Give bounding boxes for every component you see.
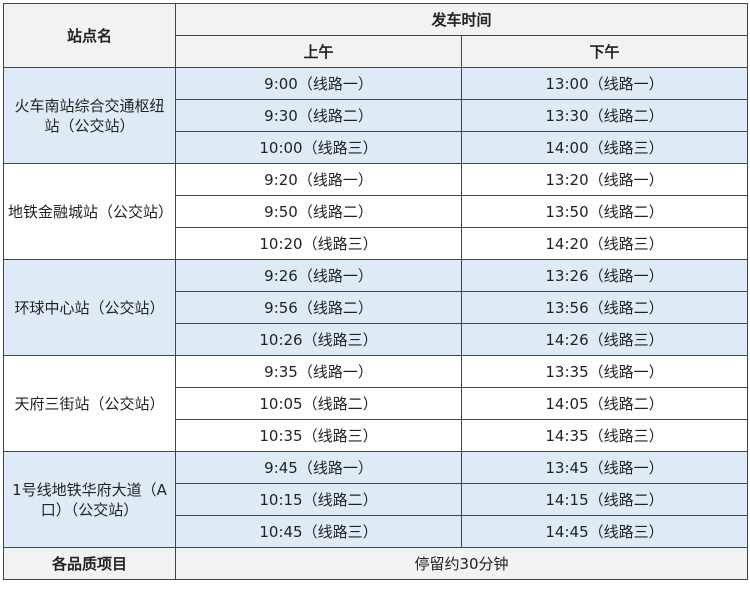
table-row: 10:05（线路二） 14:05（线路二） xyxy=(4,387,749,420)
afternoon-time: 14:26（线路三） xyxy=(460,323,749,356)
table-row: 环球中心站（公交站） 9:26（线路一） 13:26（线路一） xyxy=(3,259,749,356)
morning-time: 9:20（线路一） xyxy=(175,163,462,196)
station-name-header: 站点名 xyxy=(3,3,176,68)
afternoon-time: 14:00（线路三） xyxy=(460,131,749,164)
station-name: 天府三街站（公交站） xyxy=(3,355,176,452)
morning-time: 10:00（线路三） xyxy=(175,131,462,164)
afternoon-time: 13:50（线路二） xyxy=(460,195,749,228)
afternoon-time: 14:05（线路二） xyxy=(460,387,749,420)
morning-header: 上午 xyxy=(175,35,462,68)
station-name: 环球中心站（公交站） xyxy=(3,259,176,356)
table-row: 火车南站综合交通枢纽站（公交站） 9:00（线路一） 13:00（线路一） xyxy=(3,67,749,164)
station-name: 1号线地铁华府大道（A口）（公交站） xyxy=(3,451,176,548)
table-row: 10:26（线路三） 14:26（线路三） xyxy=(4,323,749,356)
afternoon-time: 14:15（线路二） xyxy=(460,483,749,516)
afternoon-time: 14:20（线路三） xyxy=(460,227,749,260)
table-row: 天府三街站（公交站） 9:35（线路一） 13:35（线路一） xyxy=(3,355,749,452)
morning-time: 9:00（线路一） xyxy=(175,67,462,100)
table-row: 9:50（线路二） 13:50（线路二） xyxy=(4,195,749,228)
morning-time: 9:50（线路二） xyxy=(175,195,462,228)
afternoon-time: 13:00（线路一） xyxy=(460,67,749,100)
table-row: 1号线地铁华府大道（A口）（公交站） 9:45（线路一） 13:45（线路一） xyxy=(3,451,749,548)
afternoon-time: 13:26（线路一） xyxy=(460,259,749,292)
morning-time: 9:30（线路二） xyxy=(175,99,462,132)
morning-time: 10:26（线路三） xyxy=(175,323,462,356)
table-row: 地铁金融城站（公交站） 9:20（线路一） 13:20（线路一） xyxy=(3,163,749,260)
morning-time: 10:35（线路三） xyxy=(175,419,462,452)
afternoon-time: 13:45（线路一） xyxy=(460,451,749,484)
morning-time: 10:05（线路二） xyxy=(175,387,462,420)
afternoon-time: 13:56（线路二） xyxy=(460,291,749,324)
afternoon-time: 13:30（线路二） xyxy=(460,99,749,132)
station-name: 火车南站综合交通枢纽站（公交站） xyxy=(3,67,176,164)
morning-time: 10:20（线路三） xyxy=(175,227,462,260)
table-row: 9:30（线路二） 13:30（线路二） xyxy=(4,99,749,132)
morning-time: 9:26（线路一） xyxy=(175,259,462,292)
morning-time: 9:35（线路一） xyxy=(175,355,462,388)
footer-label: 各品质项目 xyxy=(3,547,176,580)
morning-time: 10:15（线路二） xyxy=(175,483,462,516)
afternoon-header: 下午 xyxy=(460,35,749,68)
table-row: 9:56（线路二） 13:56（线路二） xyxy=(4,291,749,324)
morning-time: 9:56（线路二） xyxy=(175,291,462,324)
departure-time-header: 发车时间 xyxy=(174,3,749,36)
bus-schedule-table: 站点名 发车时间 上午 下午 火车南站综合交通枢纽站（公交站） 9:00（线路一）… xyxy=(3,3,749,580)
afternoon-time: 14:35（线路三） xyxy=(460,419,749,452)
afternoon-time: 13:20（线路一） xyxy=(460,163,749,196)
footer-value: 停留约30分钟 xyxy=(174,547,749,580)
morning-time: 9:45（线路一） xyxy=(175,451,462,484)
afternoon-time: 14:45（线路三） xyxy=(460,515,749,548)
afternoon-time: 13:35（线路一） xyxy=(460,355,749,388)
morning-time: 10:45（线路三） xyxy=(175,515,462,548)
station-name: 地铁金融城站（公交站） xyxy=(3,163,176,260)
table-row: 10:35（线路三） 14:35（线路三） xyxy=(4,419,749,452)
table-row: 10:20（线路三） 14:20（线路三） xyxy=(4,227,749,260)
table-row: 10:45（线路三） 14:45（线路三） xyxy=(4,515,749,548)
